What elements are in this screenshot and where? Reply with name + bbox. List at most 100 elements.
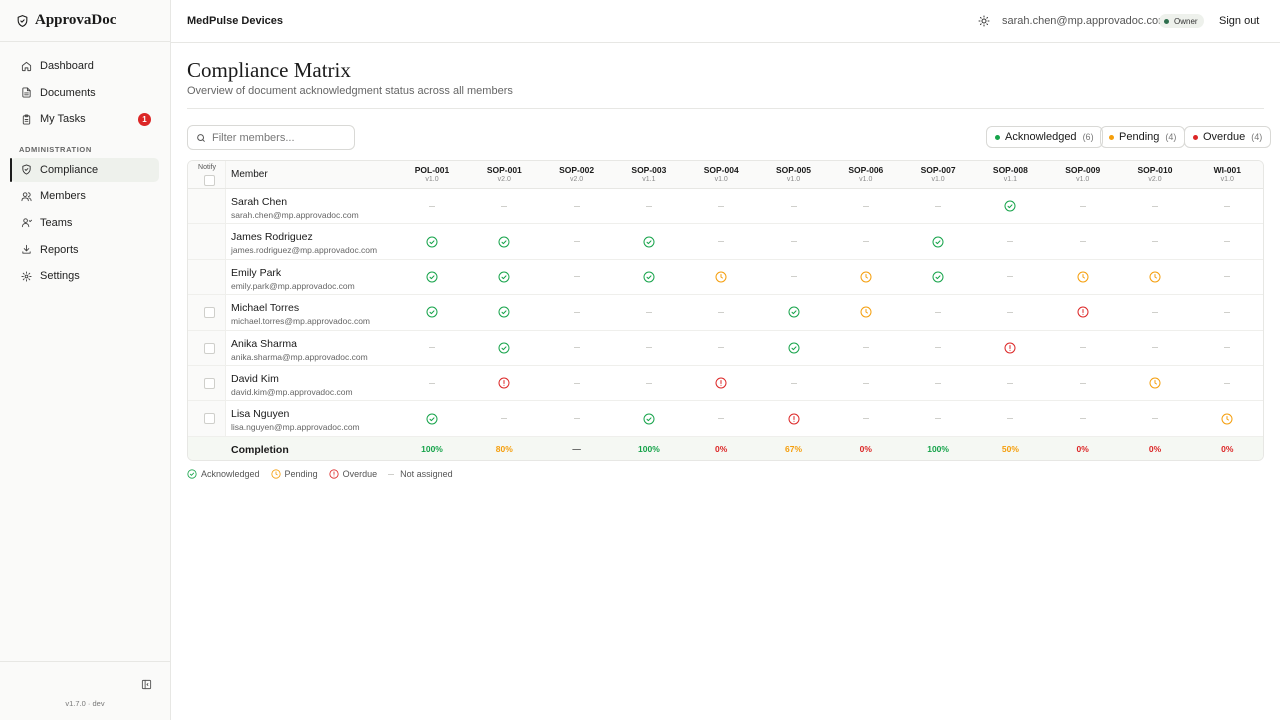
notify-checkbox[interactable] [204,378,215,389]
acknowledged-filter-chip[interactable]: Acknowledged (6) [986,126,1103,148]
status-cell[interactable] [396,401,468,435]
status-cell[interactable] [830,260,902,294]
document-code: POL-001 [414,165,450,175]
status-cell[interactable] [685,260,757,294]
status-cell[interactable] [1119,260,1191,294]
document-code: SOP-007 [920,165,956,175]
filter-members-field[interactable] [187,125,355,150]
collapse-sidebar-icon[interactable] [141,679,152,690]
alert-circle-icon [788,413,799,425]
clock-icon [860,271,872,283]
pending-filter-chip[interactable]: Pending (4) [1100,126,1186,148]
sun-icon[interactable] [978,15,990,27]
status-cell[interactable] [974,189,1046,223]
sidebar-item-settings[interactable]: Settings [11,264,159,288]
document-column-header[interactable]: SOP-006 v1.0 [830,165,902,183]
sidebar-item-teams[interactable]: Teams [11,211,159,235]
not-assigned-dash [573,205,580,207]
not-assigned-dash [862,418,869,420]
user-email: sarah.chen@mp.approvadoc.com [1002,15,1168,27]
gear-icon [21,271,32,282]
document-code: SOP-005 [776,165,811,175]
not-assigned-dash [1007,276,1014,278]
check-circle-icon [426,236,438,248]
app-version: v1.7.0 · dev [65,699,105,708]
completion-cell: 100% [902,437,974,460]
member-email: david.kim@mp.approvadoc.com [231,387,353,397]
document-column-header[interactable]: SOP-005 v1.0 [758,165,830,183]
sidebar-item-my-tasks[interactable]: My Tasks 1 [11,107,159,131]
status-cell[interactable] [1191,401,1263,435]
not-assigned-dash [1079,418,1086,420]
document-column-header[interactable]: SOP-003 v1.1 [613,165,685,183]
not-assigned-dash [501,205,508,207]
document-column-header[interactable]: SOP-008 v1.1 [974,165,1046,183]
status-cell[interactable] [468,295,540,329]
document-column-header[interactable]: SOP-004 v1.0 [685,165,757,183]
status-cell[interactable] [1047,295,1119,329]
status-cell[interactable] [613,401,685,435]
filter-members-input[interactable] [212,131,352,144]
document-version: v1.1 [1003,176,1017,183]
notify-checkbox[interactable] [204,413,215,425]
notify-checkbox[interactable] [204,342,215,354]
status-cell[interactable] [902,224,974,258]
status-cell[interactable] [974,331,1046,365]
sidebar-item-members[interactable]: Members [11,184,159,208]
completion-percent: 0% [1148,444,1162,455]
chip-label: Acknowledged [1005,131,1077,143]
notify-checkbox[interactable] [204,307,215,319]
notify-all-checkbox[interactable] [204,175,215,186]
completion-percent: 50% [1001,444,1019,455]
overdue-filter-chip[interactable]: Overdue (4) [1184,126,1272,148]
status-cell[interactable] [1119,366,1191,400]
status-cell[interactable] [758,401,830,435]
status-cell[interactable] [685,366,757,400]
status-cell[interactable] [758,331,830,365]
status-cell[interactable] [468,224,540,258]
acknowledged-dot [995,134,1000,140]
status-cell[interactable] [758,295,830,329]
brand[interactable]: ApprovaDoc [0,0,170,42]
sidebar-item-reports[interactable]: Reports [11,238,159,262]
status-cell[interactable] [396,224,468,258]
status-cell[interactable] [902,260,974,294]
sidebar-item-compliance[interactable]: Compliance [10,157,159,182]
completion-percent: 100% [927,444,949,455]
not-assigned-dash [718,241,725,243]
status-cell[interactable] [468,260,540,294]
status-cell [685,331,757,365]
document-column-header[interactable]: SOP-010 v2.0 [1119,165,1191,183]
document-column-header[interactable]: SOP-002 v2.0 [541,165,613,183]
alert-circle-icon [1004,342,1016,354]
document-column-header[interactable]: WI-001 v1.0 [1191,165,1263,183]
chip-count: (4) [1165,132,1177,142]
not-assigned-dash [1079,205,1086,207]
status-cell[interactable] [468,331,540,365]
document-code: SOP-004 [703,165,739,175]
completion-percent: 67% [784,444,802,455]
clock-icon [715,271,727,283]
document-column-header[interactable]: SOP-001 v2.0 [468,165,540,183]
sidebar-item-documents[interactable]: Documents [11,81,159,105]
document-column-header[interactable]: SOP-007 v1.0 [902,165,974,183]
sign-out-button[interactable]: Sign out [1219,15,1260,27]
clock-icon [1149,271,1161,283]
chip-label: Overdue [1203,131,1246,143]
status-cell[interactable] [830,295,902,329]
status-cell[interactable] [1047,260,1119,294]
not-assigned-dash [1007,241,1014,243]
document-column-header[interactable]: POL-001 v1.0 [396,165,468,183]
sidebar-item-label: Members [40,190,86,203]
not-assigned-dash [935,311,942,313]
status-cell[interactable] [396,295,468,329]
status-cell[interactable] [613,260,685,294]
status-cell[interactable] [613,224,685,258]
clock-icon [1221,413,1233,425]
not-assigned-dash [790,241,797,243]
status-cell[interactable] [468,366,540,400]
not-assigned-dash [1079,382,1086,384]
document-column-header[interactable]: SOP-009 v1.0 [1047,165,1119,183]
status-cell[interactable] [396,260,468,294]
sidebar-item-dashboard[interactable]: Dashboard [11,54,159,78]
